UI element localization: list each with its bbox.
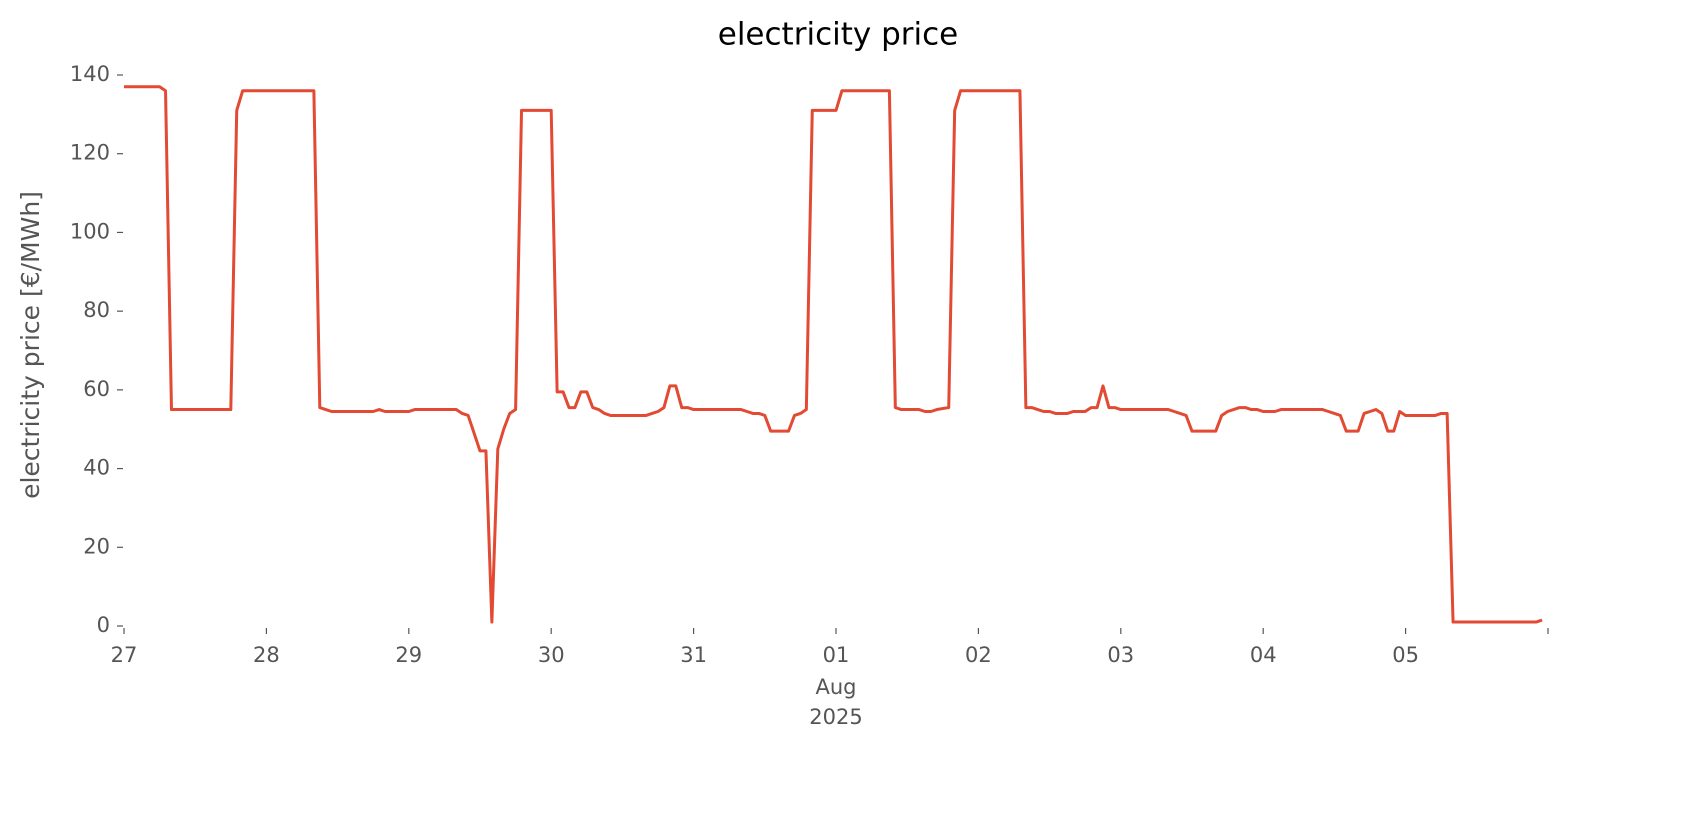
x-tick-label: 01 (823, 643, 850, 667)
x-tick-label: 31 (680, 643, 707, 667)
y-tick-label: 140 (70, 62, 110, 86)
y-tick-label: 40 (83, 456, 110, 480)
x-tick-label: 05 (1392, 643, 1419, 667)
x-tick-label: 02 (965, 643, 992, 667)
x-tick-sublabel: 2025 (809, 705, 862, 729)
y-tick-label: 100 (70, 219, 110, 243)
y-axis-label: electricity price [€/MWh] (16, 191, 45, 499)
y-tick-label: 60 (83, 377, 110, 401)
price-line (124, 85, 1543, 624)
x-tick-label: 03 (1107, 643, 1134, 667)
chart-title: electricity price (718, 17, 958, 53)
x-tick-sublabel: Aug (815, 675, 856, 699)
x-tick-label: 29 (395, 643, 422, 667)
y-tick-label: 80 (83, 298, 110, 322)
y-tick-label: 20 (83, 534, 110, 558)
x-tick-label: 28 (253, 643, 280, 667)
x-tick-label: 27 (111, 643, 138, 667)
y-tick-label: 0 (97, 613, 110, 637)
y-tick-label: 120 (70, 141, 110, 165)
x-tick-label: 30 (538, 643, 565, 667)
x-tick-label: 04 (1250, 643, 1277, 667)
